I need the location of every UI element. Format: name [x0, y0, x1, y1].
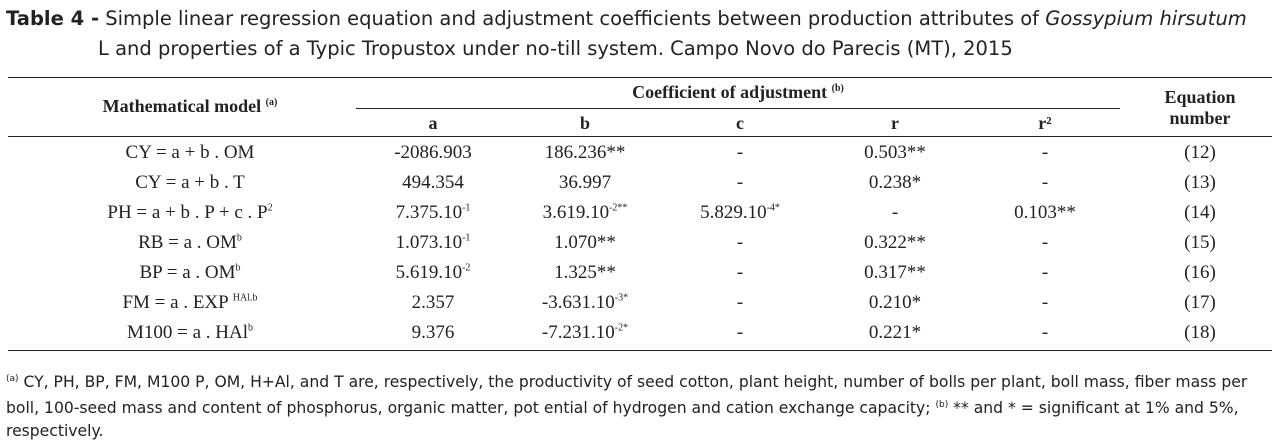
cell-equation-number: (14) [1184, 202, 1216, 223]
cell-r2: - [1041, 142, 1049, 163]
cell-a: 494.354 [402, 172, 464, 193]
cell-c: - [736, 232, 744, 253]
cell-b: -3.631.10-3* [541, 292, 629, 313]
cell-c: - [736, 262, 744, 283]
caption-text-2: L and properties of a Typic Tropustox un… [98, 37, 1013, 60]
cell-r: - [891, 202, 899, 223]
header-coefficient-of-adjustment: Coefficient of adjustment (b) [632, 82, 844, 102]
cell-a: 9.376 [411, 322, 455, 343]
cell-equation-number: (12) [1184, 142, 1216, 163]
cell-equation-number: (13) [1184, 172, 1216, 193]
cell-b: 1.070** [554, 232, 616, 253]
cell-model: PH = a + b . P + c . P2 [107, 202, 273, 223]
footnote-a-text: CY, PH, BP, FM, M100 P, OM, H+Al, and T … [6, 373, 1248, 418]
header-equation-number: Equation number [1164, 87, 1236, 128]
cell-c: - [736, 142, 744, 163]
cell-model: BP = a . OMb [139, 262, 241, 283]
cell-c: - [736, 292, 744, 313]
cell-r: 0.322** [864, 232, 926, 253]
header-col-b: b [579, 113, 590, 133]
table-bottom-rule [8, 350, 1272, 351]
cell-model: CY = a + b . T [135, 172, 245, 193]
cell-equation-number: (18) [1184, 322, 1216, 343]
table-footnote: (a) CY, PH, BP, FM, M100 P, OM, H+Al, an… [6, 368, 1276, 443]
cell-r2: - [1041, 292, 1049, 313]
cell-a: 5.619.10-2 [395, 262, 471, 283]
cell-b: 1.325** [554, 262, 616, 283]
header-col-r: r [891, 113, 899, 133]
cell-r2: - [1041, 322, 1049, 343]
cell-r: 0.221* [868, 322, 922, 343]
cell-r: 0.503** [864, 142, 926, 163]
cell-a: -2086.903 [394, 142, 472, 163]
cell-equation-number: (17) [1184, 292, 1216, 313]
cell-b: 3.619.10-2** [542, 202, 628, 223]
cell-model: M100 = a . HAlb [126, 322, 253, 343]
cell-model: RB = a . OMb [138, 232, 242, 253]
cell-b: -7.231.10-2* [541, 322, 629, 343]
header-col-r2: r² [1038, 113, 1052, 133]
footnote-b-marker: (b) [935, 400, 949, 411]
header-col-a: a [428, 113, 438, 133]
cell-equation-number: (16) [1184, 262, 1216, 283]
cell-r2: - [1041, 262, 1049, 283]
species-name: Gossypium hirsutum [1045, 7, 1247, 30]
cell-a: 1.073.10-1 [395, 232, 471, 253]
cell-c: 5.829.10-4* [700, 202, 780, 223]
header-col-c: c [736, 113, 744, 133]
cell-c: - [736, 322, 744, 343]
cell-r2: 0.103** [1014, 202, 1076, 223]
footnote-a-marker: (a) [6, 374, 19, 384]
table-header-rule [8, 136, 1272, 137]
table-caption: Table 4 - Simple linear regression equat… [6, 4, 1274, 64]
cell-equation-number: (15) [1184, 232, 1216, 253]
cell-r2: - [1041, 232, 1049, 253]
cell-r: 0.317** [864, 262, 926, 283]
cell-c: - [736, 172, 744, 193]
cell-r2: - [1041, 172, 1049, 193]
cell-a: 2.357 [411, 292, 455, 313]
header-mathematical-model: Mathematical model (a) [102, 96, 278, 116]
cell-model: CY = a + b . OM [125, 142, 255, 163]
cell-a: 7.375.10-1 [395, 202, 471, 223]
cell-b: 186.236** [544, 142, 626, 163]
cell-r: 0.210* [868, 292, 922, 313]
table-label: Table 4 - [6, 7, 100, 30]
table-top-rule [8, 77, 1272, 78]
cell-model: FM = a . EXP HAl.b [122, 292, 258, 313]
cell-r: 0.238* [868, 172, 922, 193]
cell-b: 36.997 [558, 172, 612, 193]
coefficient-subheader-rule [356, 108, 1120, 109]
caption-text-1: Simple linear regression equation and ad… [99, 7, 1046, 30]
